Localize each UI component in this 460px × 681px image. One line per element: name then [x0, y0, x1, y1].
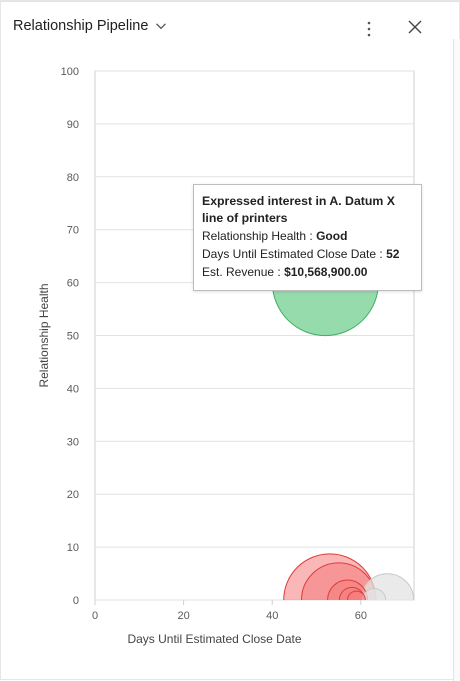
y-tick-label: 90	[67, 119, 79, 131]
tooltip-revenue-row: Est. Revenue : $10,568,900.00	[202, 265, 368, 279]
top-divider	[1, 1, 460, 2]
x-tick-label: 20	[177, 610, 189, 622]
x-tick-label: 0	[92, 610, 98, 622]
x-axis-title: Days Until Estimated Close Date	[127, 632, 301, 646]
y-tick-label: 0	[73, 595, 79, 607]
y-tick-label: 100	[61, 66, 79, 78]
x-tick-label: 40	[266, 610, 278, 622]
close-icon[interactable]	[404, 16, 426, 38]
more-options-icon[interactable]	[361, 19, 377, 39]
y-tick-label: 10	[67, 542, 79, 554]
chevron-down-icon[interactable]	[154, 19, 168, 33]
y-tick-label: 20	[67, 489, 79, 501]
chart-title: Relationship Pipeline	[13, 18, 149, 34]
y-tick-label: 40	[67, 383, 79, 395]
y-tick-label: 50	[67, 331, 79, 343]
y-tick-label: 70	[67, 225, 79, 237]
tooltip-health-row: Relationship Health : Good	[202, 229, 348, 243]
tooltip-days-row: Days Until Estimated Close Date : 52	[202, 247, 400, 261]
y-tick-label: 80	[67, 172, 79, 184]
x-tick-label: 60	[355, 610, 367, 622]
card-header: Relationship Pipeline	[1, 9, 460, 45]
tooltip-revenue-value: $10,568,900.00	[284, 265, 368, 279]
chart-tooltip: Expressed interest in A. Datum X line of…	[193, 184, 422, 291]
bubble-poor[interactable]	[346, 590, 366, 609]
tooltip-days-value: 52	[386, 247, 400, 261]
bubble-neutral[interactable]	[362, 587, 387, 611]
tooltip-title: Expressed interest in A. Datum X line of…	[202, 194, 395, 225]
y-axis-title: Relationship Health	[37, 283, 51, 387]
y-tick-label: 60	[67, 278, 79, 290]
tooltip-revenue-label: Est. Revenue	[202, 265, 275, 279]
scroll-edge	[453, 39, 460, 681]
y-tick-label: 30	[67, 436, 79, 448]
tooltip-days-label: Days Until Estimated Close Date	[202, 247, 377, 261]
tooltip-health-label: Relationship Health	[202, 229, 307, 243]
chart-selector[interactable]: Relationship Pipeline	[13, 18, 168, 34]
tooltip-health-value: Good	[316, 229, 348, 243]
